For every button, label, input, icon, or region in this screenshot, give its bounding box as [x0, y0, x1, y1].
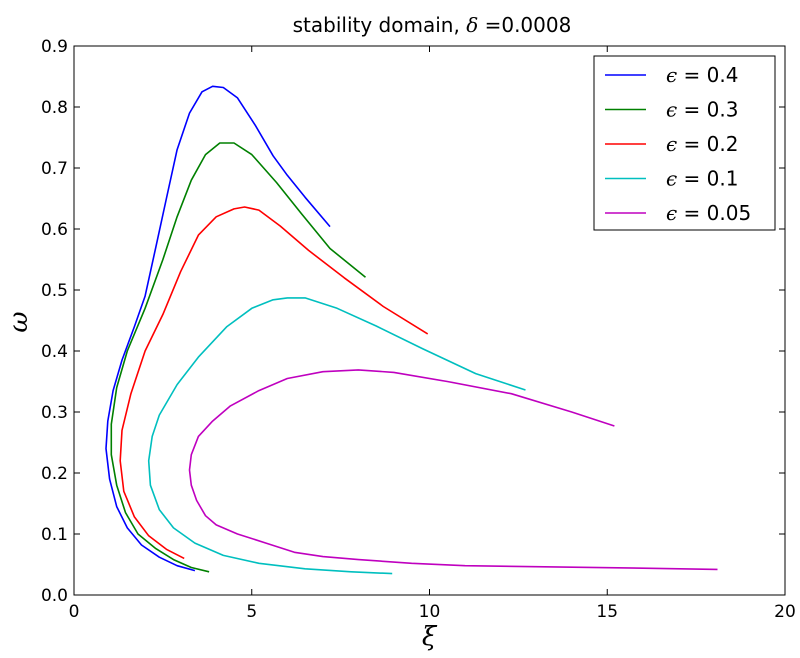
series-line-2 [119, 206, 429, 560]
series-line-3 [147, 297, 526, 575]
legend-label-0: ϵ = 0.4 [666, 63, 738, 87]
legend-label-4: ϵ = 0.05 [666, 201, 751, 225]
y-tick-label: 0.6 [41, 220, 68, 240]
y-tick-label: 0.1 [41, 525, 68, 545]
x-tick-label: 20 [774, 602, 796, 622]
legend: ϵ = 0.4ϵ = 0.3ϵ = 0.2ϵ = 0.1ϵ = 0.05 [593, 55, 776, 231]
legend-label-3: ϵ = 0.1 [666, 167, 738, 191]
series-line-4 [188, 369, 718, 571]
series-line-0 [105, 85, 331, 572]
legend-symbol-4: ϵ [666, 201, 677, 225]
x-tick-label: 10 [419, 602, 441, 622]
legend-box [593, 55, 776, 231]
y-tick-label: 0.4 [41, 342, 68, 362]
tick-layer: 0 5 10 15 20 0.0 0.1 0.2 0.3 0.4 0.5 0.6 0.7 0.8 0.9 [41, 37, 796, 622]
x-axis-label: ξ [422, 622, 438, 652]
legend-label-1: ϵ = 0.3 [666, 98, 738, 122]
x-tick-label: 15 [596, 602, 618, 622]
legend-symbol-3: ϵ [666, 167, 677, 191]
legend-symbol-1: ϵ [666, 98, 677, 122]
y-tick-label: 0.8 [41, 98, 68, 118]
y-tick-label: 0.0 [41, 586, 68, 606]
y-tick-label: 0.5 [41, 281, 68, 301]
legend-value-2: = 0.2 [677, 132, 738, 156]
y-tick-label: 0.2 [41, 464, 68, 484]
chart-title: stability domain, δ =0.0008 [293, 13, 572, 37]
y-tick-label: 0.3 [41, 403, 68, 423]
legend-label-2: ϵ = 0.2 [666, 132, 738, 156]
legend-items: ϵ = 0.4ϵ = 0.3ϵ = 0.2ϵ = 0.1ϵ = 0.05 [605, 63, 751, 225]
series-line-1 [110, 142, 367, 573]
y-tick-label: 0.9 [41, 37, 68, 57]
y-tick-label: 0.7 [41, 159, 68, 179]
x-tick-label: 0 [69, 602, 80, 622]
x-tick-label: 5 [246, 602, 257, 622]
plot-frame [73, 45, 786, 596]
legend-value-1: = 0.3 [677, 98, 738, 122]
legend-symbol-0: ϵ [666, 63, 677, 87]
legend-value-0: = 0.4 [677, 63, 738, 87]
legend-value-3: = 0.1 [677, 167, 738, 191]
legend-value-4: = 0.05 [677, 201, 751, 225]
series-layer [105, 85, 718, 575]
y-axis-label: ω [4, 311, 34, 332]
legend-symbol-2: ϵ [666, 132, 677, 156]
